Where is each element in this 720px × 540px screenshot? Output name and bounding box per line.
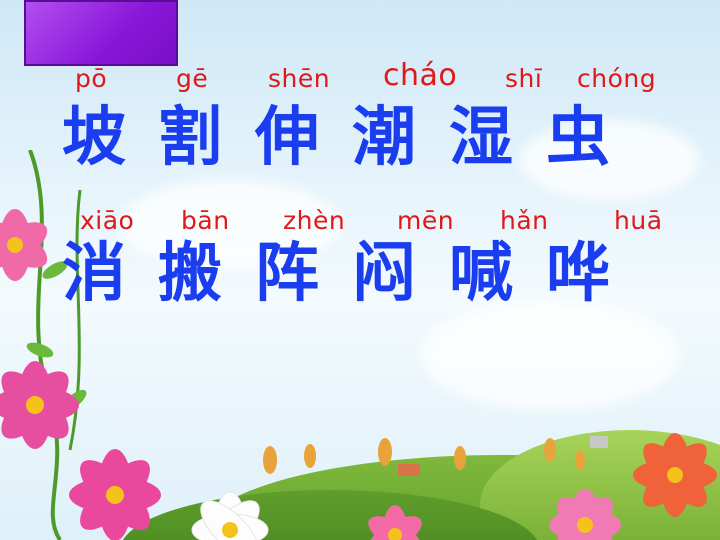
hanzi-character: 阵 xyxy=(255,237,319,311)
hanzi-character: 虫 xyxy=(546,101,610,175)
white-flower-decoration xyxy=(191,491,269,540)
pink-flower-decoration xyxy=(549,489,621,540)
pink-flower-decoration xyxy=(368,505,422,540)
hanzi-character: 潮 xyxy=(352,101,416,175)
hanzi-character: 伸 xyxy=(255,101,319,175)
hanzi-character: 割 xyxy=(158,101,222,175)
pinyin-label: hǎn xyxy=(500,206,549,235)
pink-flower-decoration xyxy=(69,449,161,540)
cloud-decoration xyxy=(120,180,340,270)
accent-box xyxy=(24,0,178,66)
pinyin-label: shēn xyxy=(268,64,331,93)
pinyin-label: pō xyxy=(75,64,108,93)
trees-decoration xyxy=(263,436,608,476)
orange-flower-decoration xyxy=(633,433,717,517)
hanzi-character: 搬 xyxy=(158,237,222,311)
hanzi-character: 湿 xyxy=(449,101,513,175)
cloud-decoration xyxy=(420,300,680,410)
pinyin-label: chóng xyxy=(577,64,657,93)
hanzi-character: 喊 xyxy=(449,237,513,311)
pink-flower-decoration xyxy=(0,361,79,449)
pinyin-label: xiāo xyxy=(80,206,135,235)
pinyin-label: mēn xyxy=(397,206,455,235)
hanzi-character: 坡 xyxy=(62,101,126,175)
pinyin-label: huā xyxy=(614,206,663,235)
pinyin-label: bān xyxy=(181,206,230,235)
pinyin-label: gē xyxy=(176,64,209,93)
pinyin-label: shī xyxy=(505,64,543,93)
hanzi-character: 哗 xyxy=(546,237,610,311)
pinyin-label: cháo xyxy=(383,58,458,93)
cloud-decoration xyxy=(520,120,700,200)
pink-flower-decoration xyxy=(0,209,48,281)
hanzi-character: 闷 xyxy=(352,237,416,311)
hanzi-character: 消 xyxy=(62,237,126,311)
pinyin-label: zhèn xyxy=(283,206,346,235)
